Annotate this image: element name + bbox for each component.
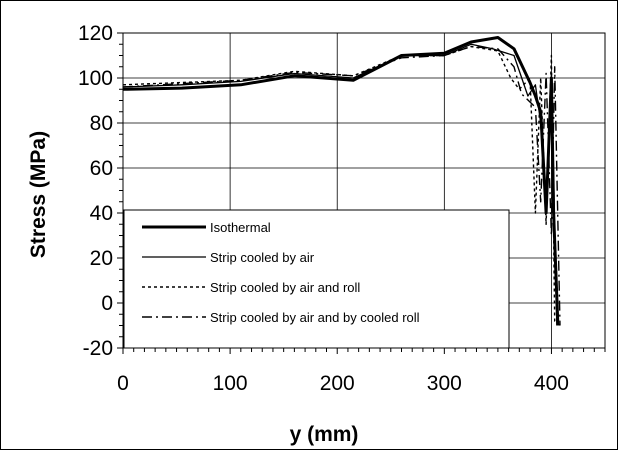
y-tick-label: 60 bbox=[90, 157, 113, 180]
x-tick-label: 300 bbox=[427, 372, 462, 395]
y-tick-label: 120 bbox=[78, 22, 113, 45]
legend: Isothermal Strip cooled by air Strip coole… bbox=[123, 209, 510, 349]
x-tick-label: 0 bbox=[117, 372, 129, 395]
series-line-3 bbox=[122, 45, 561, 327]
y-axis-title: Stress (MPa) bbox=[27, 131, 50, 258]
legend-label-3: Strip cooled by air and roll bbox=[210, 280, 360, 295]
x-tick-label: 200 bbox=[320, 372, 355, 395]
legend-label-2: Strip cooled by air bbox=[210, 250, 315, 265]
legend-label-1: Isothermal bbox=[210, 220, 271, 235]
y-tick-label: 40 bbox=[90, 202, 113, 225]
y-tick-label: 100 bbox=[78, 67, 113, 90]
x-axis-title: y (mm) bbox=[290, 423, 359, 446]
series-line-2 bbox=[122, 43, 558, 326]
legend-box bbox=[123, 209, 510, 349]
y-tick-label: 20 bbox=[90, 247, 113, 270]
legend-label-4: Strip cooled by air and by cooled roll bbox=[210, 310, 420, 325]
y-tick-label: 80 bbox=[90, 112, 113, 135]
y-tick-label: -20 bbox=[83, 337, 113, 360]
y-tick-label: 0 bbox=[101, 292, 113, 315]
x-tick-label: 100 bbox=[213, 372, 248, 395]
x-tick-label: 400 bbox=[534, 372, 569, 395]
series-line-4 bbox=[122, 45, 561, 326]
series-lines bbox=[122, 36, 561, 327]
